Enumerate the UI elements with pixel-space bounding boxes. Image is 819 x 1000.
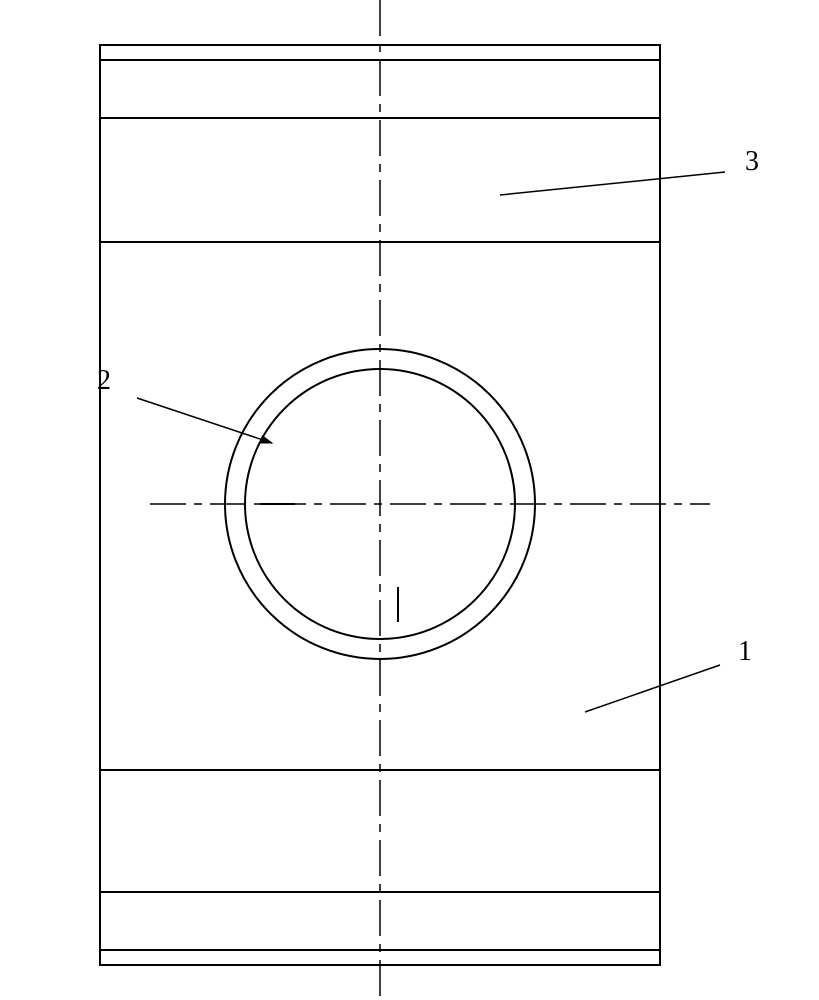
drawing-canvas: 1 2 3 xyxy=(0,0,819,1000)
callout-label-2: 2 xyxy=(97,365,111,397)
callout-label-3: 3 xyxy=(745,146,759,178)
callout-label-1: 1 xyxy=(738,636,752,668)
drawing-svg xyxy=(0,0,819,1000)
